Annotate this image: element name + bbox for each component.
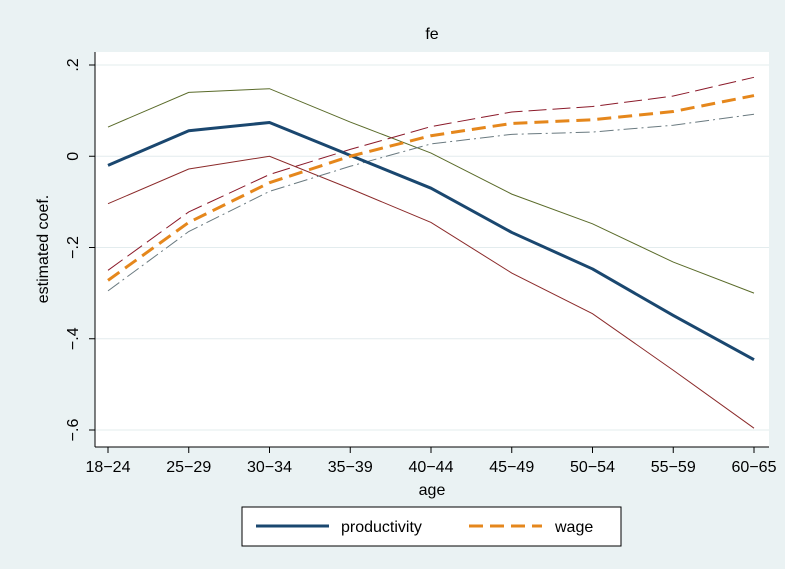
y-axis-label: estimated coef. bbox=[35, 195, 52, 304]
x-tick-label-6: 50−54 bbox=[570, 459, 615, 476]
confidence-band-line-3 bbox=[107, 113, 755, 292]
confidence-bands bbox=[107, 76, 755, 429]
y-ticks: .2 0 −.2 −.4 −.6 bbox=[65, 58, 95, 441]
confidence-band-line-1 bbox=[107, 155, 755, 429]
y-tick-label-3: −.4 bbox=[65, 327, 82, 350]
x-tick-label-0: 18−24 bbox=[86, 459, 131, 476]
gridlines bbox=[95, 64, 769, 431]
series-lines bbox=[107, 94, 755, 362]
x-tick-label-1: 25−29 bbox=[166, 459, 211, 476]
confidence-band-line-2 bbox=[107, 76, 755, 271]
x-tick-label-8: 60−65 bbox=[732, 459, 777, 476]
axes bbox=[94, 52, 769, 448]
confidence-band-line-0 bbox=[107, 88, 755, 294]
legend-label-wage: wage bbox=[554, 519, 593, 536]
y-tick-label-2: −.2 bbox=[65, 236, 82, 259]
x-tick-label-3: 35−39 bbox=[328, 459, 373, 476]
chart-title: fe bbox=[425, 26, 438, 43]
x-axis-label: age bbox=[419, 482, 446, 499]
x-tick-label-5: 45−49 bbox=[489, 459, 534, 476]
x-tick-label-7: 55−59 bbox=[651, 459, 696, 476]
x-tick-label-2: 30−34 bbox=[247, 459, 292, 476]
y-tick-label-4: −.6 bbox=[65, 419, 82, 442]
y-tick-label-0: .2 bbox=[65, 58, 82, 71]
series-line-productivity bbox=[107, 120, 755, 362]
x-ticks: 18−24 25−29 30−34 35−39 40−44 45−49 50−54 55−59… bbox=[86, 447, 777, 476]
legend-label-productivity: productivity bbox=[341, 519, 422, 536]
legend: productivity wage bbox=[241, 506, 622, 547]
series-line-wage bbox=[107, 94, 755, 282]
x-tick-label-4: 40−44 bbox=[409, 459, 454, 476]
y-tick-label-1: 0 bbox=[65, 152, 82, 161]
plot-area bbox=[95, 52, 769, 447]
